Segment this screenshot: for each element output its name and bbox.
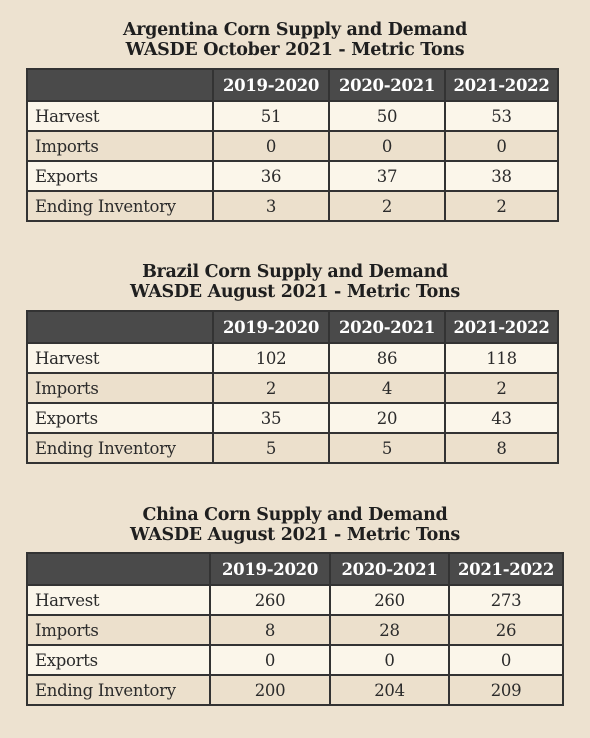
- china-table: 2019-2020 2020-2021 2021-2022 Harvest 26…: [26, 552, 564, 706]
- brazil-title-line1: Brazil Corn Supply and Demand: [142, 262, 448, 282]
- argentina-title-line1: Argentina Corn Supply and Demand: [122, 20, 468, 40]
- cell: 35: [212, 402, 330, 434]
- cell: 53: [444, 100, 559, 132]
- cell: 118: [444, 342, 559, 374]
- row-label: Exports: [26, 402, 214, 434]
- table-row: Exports 0 0 0: [26, 644, 564, 676]
- cell: 0: [444, 130, 559, 162]
- brazil-table: 2019-2020 2020-2021 2021-2022 Harvest 10…: [26, 310, 559, 464]
- cell: 260: [329, 584, 450, 616]
- col-header: 2020-2021: [329, 552, 450, 586]
- cell: 102: [212, 342, 330, 374]
- row-label: Harvest: [26, 342, 214, 374]
- cell: 5: [328, 432, 446, 464]
- cell: 2: [444, 190, 559, 222]
- cell: 0: [209, 644, 331, 676]
- table-row: Ending Inventory 3 2 2: [26, 190, 559, 222]
- cell: 0: [329, 644, 450, 676]
- header-row: 2019-2020 2020-2021 2021-2022: [26, 310, 559, 344]
- cell: 20: [328, 402, 446, 434]
- cell: 51: [212, 100, 330, 132]
- row-label: Exports: [26, 644, 211, 676]
- china-title-line2: WASDE August 2021 - Metric Tons: [130, 525, 460, 545]
- row-label: Exports: [26, 160, 214, 192]
- cell: 260: [209, 584, 331, 616]
- cell: 8: [209, 614, 331, 646]
- table-row: Harvest 102 86 118: [26, 342, 559, 374]
- cell: 8: [444, 432, 559, 464]
- row-label: Imports: [26, 130, 214, 162]
- cell: 37: [328, 160, 446, 192]
- cell: 0: [448, 644, 564, 676]
- row-label: Imports: [26, 614, 211, 646]
- argentina-section: Argentina Corn Supply and Demand WASDE O…: [0, 20, 590, 60]
- cell: 26: [448, 614, 564, 646]
- corner-cell: [26, 552, 211, 586]
- cell: 3: [212, 190, 330, 222]
- table-row: Imports 2 4 2: [26, 372, 559, 404]
- cell: 200: [209, 674, 331, 706]
- row-label: Ending Inventory: [26, 432, 214, 464]
- cell: 38: [444, 160, 559, 192]
- table-row: Exports 35 20 43: [26, 402, 559, 434]
- col-header: 2019-2020: [212, 310, 330, 344]
- row-label: Harvest: [26, 584, 211, 616]
- brazil-section: Brazil Corn Supply and Demand WASDE Augu…: [0, 262, 590, 302]
- cell: 86: [328, 342, 446, 374]
- col-header: 2020-2021: [328, 68, 446, 102]
- cell: 4: [328, 372, 446, 404]
- cell: 5: [212, 432, 330, 464]
- col-header: 2019-2020: [209, 552, 331, 586]
- header-row: 2019-2020 2020-2021 2021-2022: [26, 552, 564, 586]
- cell: 2: [444, 372, 559, 404]
- cell: 0: [328, 130, 446, 162]
- cell: 209: [448, 674, 564, 706]
- header-row: 2019-2020 2020-2021 2021-2022: [26, 68, 559, 102]
- cell: 273: [448, 584, 564, 616]
- table-row: Ending Inventory 5 5 8: [26, 432, 559, 464]
- table-row: Harvest 260 260 273: [26, 584, 564, 616]
- col-header: 2021-2022: [444, 310, 559, 344]
- corner-cell: [26, 310, 214, 344]
- cell: 43: [444, 402, 559, 434]
- cell: 50: [328, 100, 446, 132]
- argentina-table: 2019-2020 2020-2021 2021-2022 Harvest 51…: [26, 68, 559, 222]
- cell: 2: [328, 190, 446, 222]
- cell: 2: [212, 372, 330, 404]
- col-header: 2021-2022: [448, 552, 564, 586]
- table-row: Imports 0 0 0: [26, 130, 559, 162]
- cell: 36: [212, 160, 330, 192]
- china-title-line1: China Corn Supply and Demand: [142, 505, 448, 525]
- cell: 28: [329, 614, 450, 646]
- col-header: 2020-2021: [328, 310, 446, 344]
- col-header: 2019-2020: [212, 68, 330, 102]
- table-row: Exports 36 37 38: [26, 160, 559, 192]
- corner-cell: [26, 68, 214, 102]
- row-label: Harvest: [26, 100, 214, 132]
- row-label: Ending Inventory: [26, 190, 214, 222]
- brazil-title-line2: WASDE August 2021 - Metric Tons: [130, 282, 460, 302]
- table-row: Harvest 51 50 53: [26, 100, 559, 132]
- argentina-title-line2: WASDE October 2021 - Metric Tons: [125, 40, 465, 60]
- cell: 0: [212, 130, 330, 162]
- cell: 204: [329, 674, 450, 706]
- table-row: Ending Inventory 200 204 209: [26, 674, 564, 706]
- china-section: China Corn Supply and Demand WASDE Augus…: [0, 505, 590, 545]
- col-header: 2021-2022: [444, 68, 559, 102]
- row-label: Imports: [26, 372, 214, 404]
- table-row: Imports 8 28 26: [26, 614, 564, 646]
- row-label: Ending Inventory: [26, 674, 211, 706]
